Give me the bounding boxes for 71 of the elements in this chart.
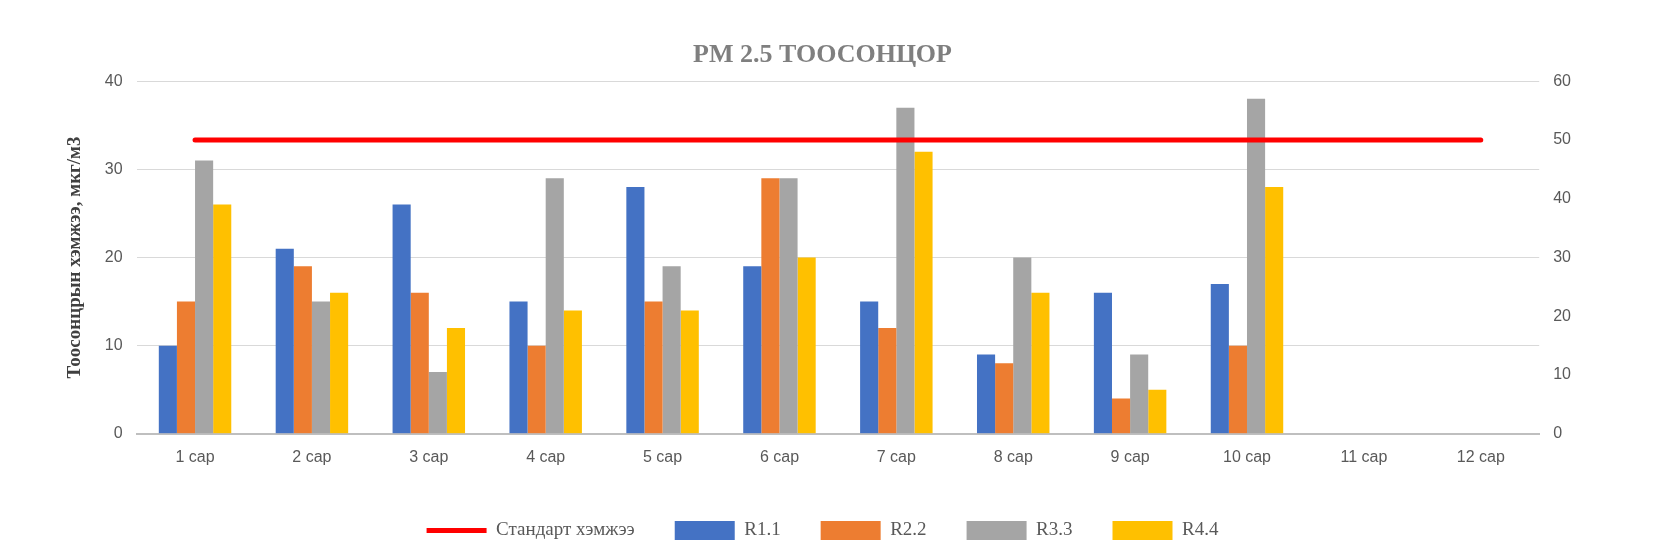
bar: [330, 292, 349, 434]
bar: [410, 292, 429, 434]
bar: [626, 186, 645, 434]
x-tick-label: 2 сар: [292, 447, 332, 465]
y2-tick-label: 10: [1553, 365, 1572, 383]
y2-tick-label: 60: [1553, 71, 1572, 89]
bar: [662, 266, 681, 434]
bar: [1031, 292, 1050, 434]
y-tick-label: 0: [113, 424, 123, 442]
bar: [1210, 283, 1229, 434]
chart-title: PM 2.5 ТООСОНЦОР: [693, 39, 953, 69]
bar: [195, 160, 214, 434]
bar: [446, 328, 466, 434]
y2-tick-label: 30: [1553, 247, 1572, 265]
y-tick-label: 30: [104, 159, 123, 177]
bar: [779, 178, 798, 434]
bar: [797, 257, 816, 434]
legend-label: R3.3: [1036, 518, 1073, 540]
bar: [1246, 98, 1266, 434]
y2-tick-label: 0: [1553, 424, 1563, 442]
bar: [1228, 345, 1247, 434]
bar: [1093, 292, 1112, 434]
y2-tick-label: 40: [1553, 189, 1572, 207]
x-tick-label: 5 сар: [643, 447, 683, 465]
bar: [644, 301, 663, 434]
x-tick-label: 10 сар: [1222, 447, 1272, 465]
bar: [995, 363, 1014, 434]
bar: [680, 310, 699, 434]
legend-label: Стандарт хэмжээ: [496, 518, 635, 540]
x-tick-label: 11 сар: [1340, 447, 1388, 465]
x-tick-label: 1 сар: [175, 447, 215, 465]
x-tick-label: 4 сар: [526, 447, 566, 465]
legend-label: R1.1: [744, 518, 781, 540]
bar: [158, 345, 177, 434]
bar: [527, 345, 546, 434]
bar: [392, 204, 411, 434]
bar: [428, 372, 447, 434]
bar: [976, 354, 996, 434]
y2-tick-label: 50: [1553, 130, 1572, 148]
bar: [914, 151, 933, 434]
bar: [1265, 186, 1284, 434]
bar: [176, 301, 196, 434]
y-tick-label: 40: [104, 71, 123, 89]
bar: [509, 301, 528, 434]
bar: [1013, 257, 1032, 434]
bar: [545, 178, 564, 434]
bar: [860, 301, 879, 434]
bar: [563, 310, 582, 434]
x-tick-label: 7 сар: [876, 447, 917, 465]
x-tick-label: 9 сар: [1110, 447, 1150, 465]
bar: [896, 107, 915, 434]
x-tick-label: 3 сар: [409, 447, 449, 465]
x-tick-label: 8 сар: [993, 447, 1033, 465]
bar: [1148, 389, 1167, 434]
x-tick-label: 12 сар: [1456, 447, 1505, 465]
bar: [275, 248, 294, 434]
legend-label: R4.4: [1182, 518, 1219, 540]
bar: [213, 204, 232, 434]
y-tick-label: 20: [104, 247, 123, 265]
bar: [1130, 354, 1149, 434]
y-tick-label: 10: [104, 336, 123, 354]
bar: [743, 266, 762, 434]
bar: [761, 178, 780, 434]
bar: [293, 266, 312, 434]
bar: [311, 301, 331, 434]
y-axis-title: Тоосонцрын хэмжээ, мкг/м3: [63, 136, 85, 379]
bar: [1111, 398, 1131, 434]
x-tick-label: 6 сар: [759, 447, 800, 465]
bar: [878, 328, 897, 434]
legend-label: R2.2: [890, 518, 927, 540]
y2-tick-label: 20: [1553, 306, 1572, 324]
